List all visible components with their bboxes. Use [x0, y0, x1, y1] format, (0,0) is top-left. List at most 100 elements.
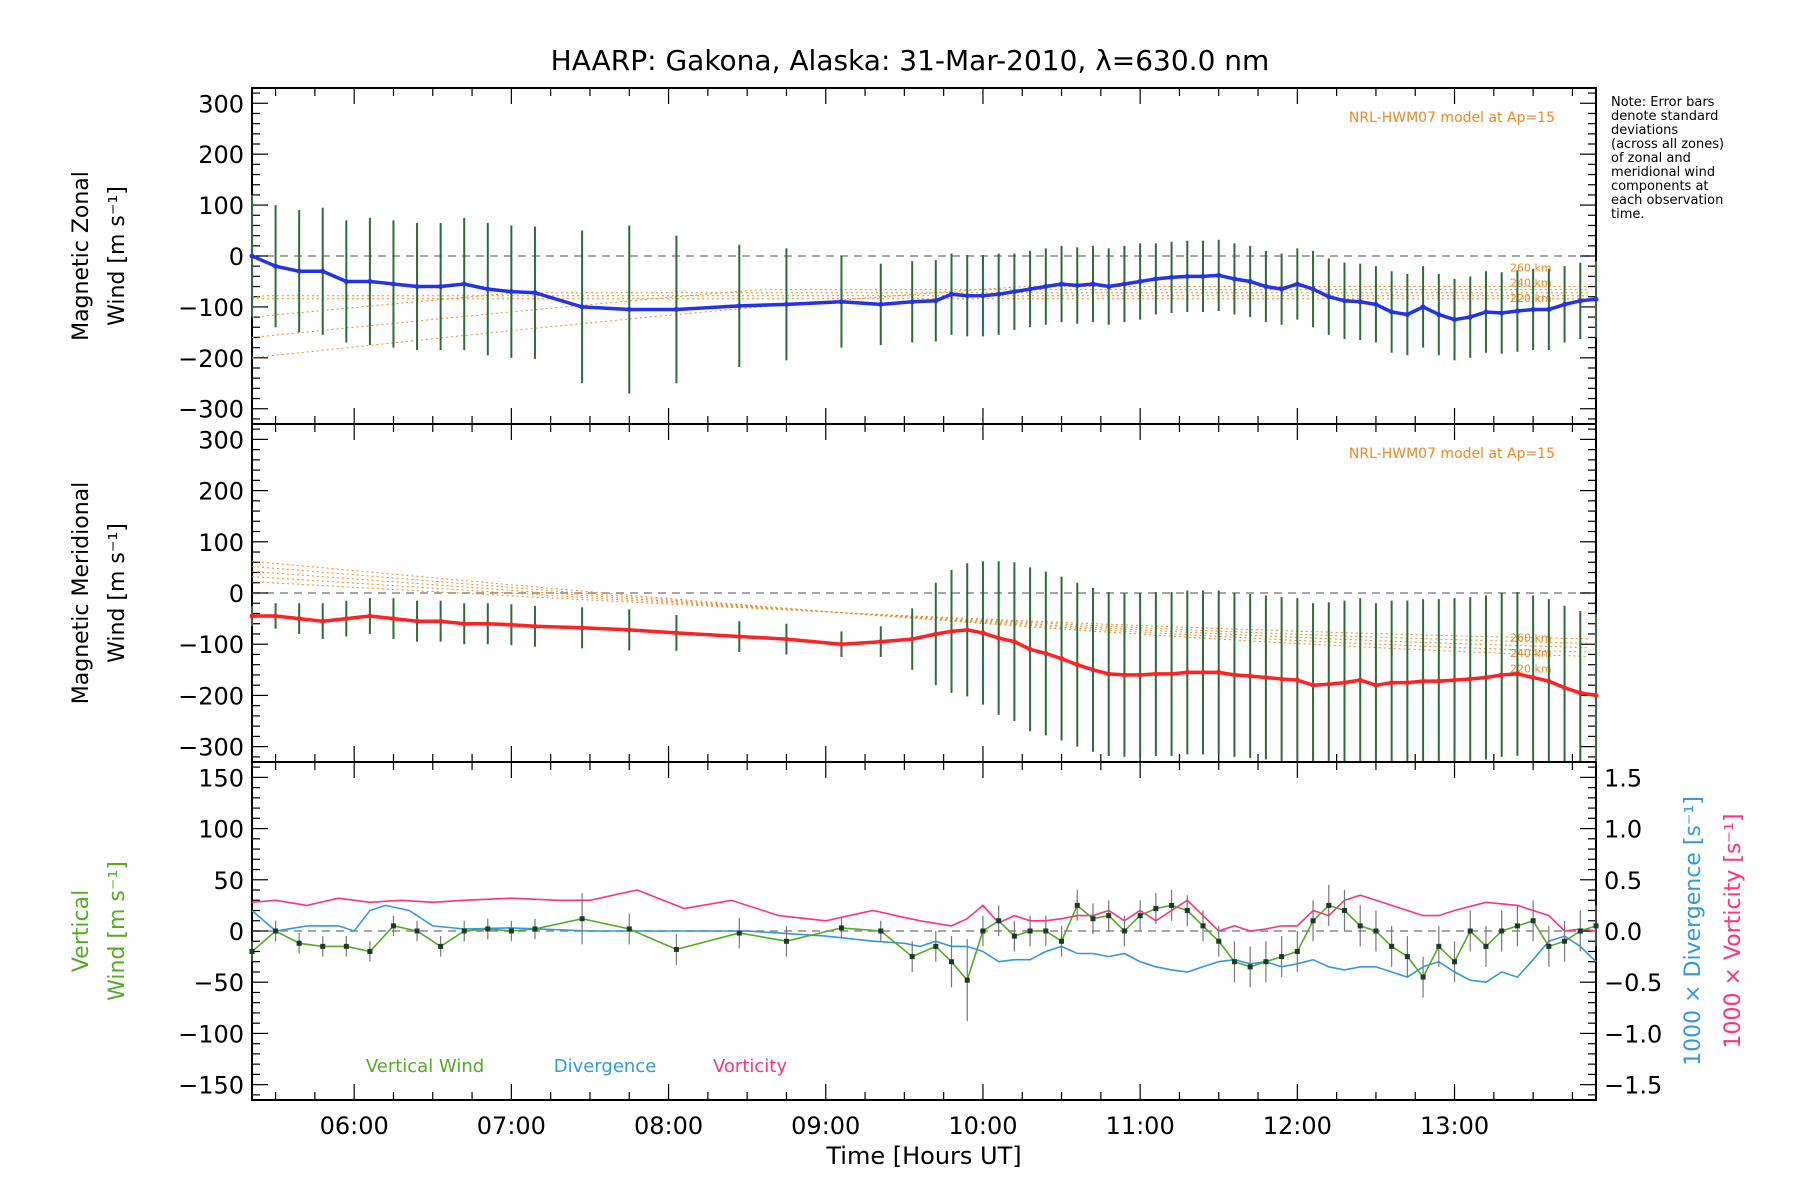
zonal-point [626, 306, 632, 312]
meridional-point [933, 631, 939, 637]
panels: 300 200 100 0 −100 −200 −300 Magnetic Zonal Wind… [69, 87, 1746, 1170]
meridional-point [1499, 672, 1505, 678]
meridional-point [1169, 671, 1175, 677]
zonal-point [1059, 281, 1065, 287]
xtick-label: 06:00 [320, 1112, 389, 1140]
meridional-point [367, 613, 373, 619]
divergence-line [251, 904, 1597, 984]
ytick-label: −150 [178, 1072, 244, 1100]
model-curve [251, 289, 1589, 338]
zonal-point [1200, 273, 1206, 279]
zonal-point [838, 299, 844, 305]
note-line: components at [1611, 179, 1709, 194]
vertical-wind-point [461, 928, 467, 934]
zonal-point [1546, 306, 1552, 312]
model-alt-label: 220 km [1510, 662, 1552, 675]
vertical-wind-point [1027, 928, 1033, 934]
ytick-label: −50 [193, 969, 244, 997]
zonal-point [909, 299, 915, 305]
ytick-label: −100 [178, 294, 244, 322]
zonal-point [1169, 274, 1175, 280]
zonal-point [1357, 299, 1363, 305]
meridional-point [838, 641, 844, 647]
y2tick-label: 1.5 [1604, 764, 1642, 792]
vertical-wind-point [783, 938, 789, 944]
zonal-point [1137, 278, 1143, 284]
xtick-label: 11:00 [1106, 1112, 1175, 1140]
model-alt-label: 260 km [1510, 261, 1552, 274]
ylabel-left-line2: Wind [m s⁻¹] [105, 861, 130, 1001]
meridional-point [1452, 677, 1458, 683]
meridional-point [949, 628, 955, 634]
meridional-point [909, 636, 915, 642]
meridional-point [1294, 677, 1300, 683]
y2tick-label: −0.5 [1604, 969, 1662, 997]
zonal-point [367, 278, 373, 284]
xtick-label: 07:00 [477, 1112, 546, 1140]
model-alt-label: 240 km [1510, 647, 1552, 660]
meridional-point [296, 616, 302, 622]
zonal-point [736, 303, 742, 309]
vertical-wind-point [996, 918, 1002, 924]
ylabel-right-vorticity: 1000 × Vorticity [s⁻¹] [1721, 814, 1746, 1049]
xtick-label: 09:00 [791, 1112, 860, 1140]
meridional-point [1247, 673, 1253, 679]
zonal-point [1090, 281, 1096, 287]
zonal-point [1153, 276, 1159, 282]
meridional-point [1562, 685, 1568, 691]
meridional-point [736, 634, 742, 640]
ytick-label: 0 [229, 580, 244, 608]
zonal-point [1341, 298, 1347, 304]
model-curve [251, 576, 1589, 644]
vertical-wind-point [1341, 908, 1347, 914]
vertical-wind-point [1467, 928, 1473, 934]
meridional-point [273, 613, 279, 619]
note-line: meridional wind [1611, 165, 1715, 180]
vertical-wind-point [626, 926, 632, 932]
meridional-wind-line [252, 614, 1597, 698]
zonal-point [1483, 309, 1489, 315]
vertical-wind-point [1577, 928, 1583, 934]
vertical-wind-point [1247, 964, 1253, 970]
zonal-point [1294, 281, 1300, 287]
vertical-wind-point [736, 930, 742, 936]
vertical-wind-point [1530, 918, 1536, 924]
ylabel-line1: Magnetic Meridional [69, 482, 94, 704]
model-label: NRL-HWM07 model at Ap=15 [1349, 110, 1555, 126]
legend-item: Divergence [554, 1056, 657, 1077]
meridional-point [1043, 650, 1049, 656]
vertical-wind-point [1593, 923, 1599, 929]
zonal-point [1404, 312, 1410, 318]
zonal-point [1373, 301, 1379, 307]
vertical-wind-point [367, 948, 373, 954]
zonal-point [878, 301, 884, 307]
meridional-point [996, 635, 1002, 641]
legend-item: Vorticity [713, 1056, 787, 1077]
vertical-wind-point [1499, 928, 1505, 934]
meridional-point [1404, 680, 1410, 686]
xtick-label: 13:00 [1420, 1112, 1489, 1140]
model-curve [251, 295, 1589, 298]
meridional-point [1263, 675, 1269, 680]
zonal-point [1074, 283, 1080, 289]
zonal-point [1310, 286, 1316, 292]
vertical-wind-point [1546, 943, 1552, 949]
model-curve [251, 292, 1589, 318]
model-alt-label: 220 km [1510, 292, 1552, 305]
model-curve [251, 571, 1589, 649]
meridional-point [1593, 692, 1599, 698]
zonal-point [438, 284, 444, 290]
meridional-point [1137, 672, 1143, 678]
meridional-point [1341, 680, 1347, 686]
meridional-point [485, 621, 491, 627]
vertical-wind-point [1514, 923, 1520, 929]
vertical-wind-point [1263, 959, 1269, 965]
ytick-label: 0 [229, 243, 244, 271]
meridional-point [1231, 672, 1237, 678]
vorticity-line [251, 889, 1597, 932]
xtick-label: 10:00 [948, 1112, 1017, 1140]
zonal-point [1436, 312, 1442, 318]
zonal-point [296, 268, 302, 274]
ylabel-line1: Magnetic Zonal [69, 171, 94, 341]
vertical-wind-point [1404, 954, 1410, 960]
